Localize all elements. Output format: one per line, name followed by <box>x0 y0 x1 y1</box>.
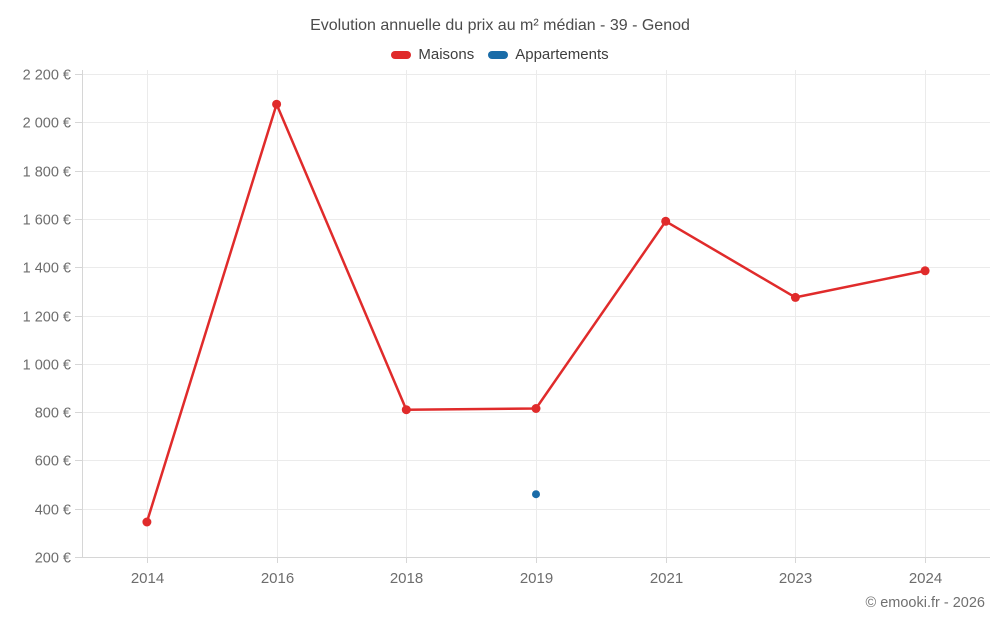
x-tick-label: 2021 <box>650 570 683 587</box>
y-tick-label: 600 € <box>35 454 71 470</box>
chart-title: Evolution annuelle du prix au m² médian … <box>310 17 690 34</box>
y-tick-label: 1 600 € <box>23 213 71 229</box>
x-tick-label: 2023 <box>779 570 812 587</box>
y-tick-label: 2 200 € <box>23 68 71 84</box>
y-tick-label: 2 000 € <box>23 116 71 132</box>
y-tick-label: 200 € <box>35 551 71 567</box>
x-tick-label: 2018 <box>390 570 423 587</box>
legend-label-appartements: Appartements <box>515 46 609 63</box>
y-tick-label: 1 800 € <box>23 165 71 181</box>
x-tick-label: 2014 <box>131 570 164 587</box>
data-point-maisons <box>920 266 930 276</box>
watermark: © emooki.fr - 2026 <box>865 595 985 611</box>
data-point-maisons <box>272 99 282 109</box>
red-line-swatch-icon <box>391 50 412 59</box>
x-tick-label: 2016 <box>261 570 294 587</box>
legend-item-maisons[interactable]: Maisons <box>391 46 474 63</box>
y-tick-label: 1 400 € <box>23 261 71 277</box>
legend-label-maisons: Maisons <box>418 46 475 63</box>
data-point-maisons <box>401 405 411 415</box>
y-tick-label: 1 000 € <box>23 358 71 374</box>
data-point-maisons <box>790 292 800 302</box>
data-point-maisons <box>531 404 541 413</box>
y-tick-label: 1 200 € <box>23 310 71 326</box>
x-tick-label: 2019 <box>520 570 553 587</box>
y-tick-label: 800 € <box>35 406 71 422</box>
data-point-appartements <box>532 490 540 499</box>
chart-legend: Maisons Appartements <box>0 46 1000 63</box>
data-point-maisons <box>661 216 671 226</box>
legend-item-appartements[interactable]: Appartements <box>488 46 609 63</box>
y-tick-label: 400 € <box>35 503 71 519</box>
blue-line-swatch-icon <box>488 50 509 59</box>
data-point-maisons <box>142 517 152 527</box>
x-tick-label: 2024 <box>909 570 942 587</box>
